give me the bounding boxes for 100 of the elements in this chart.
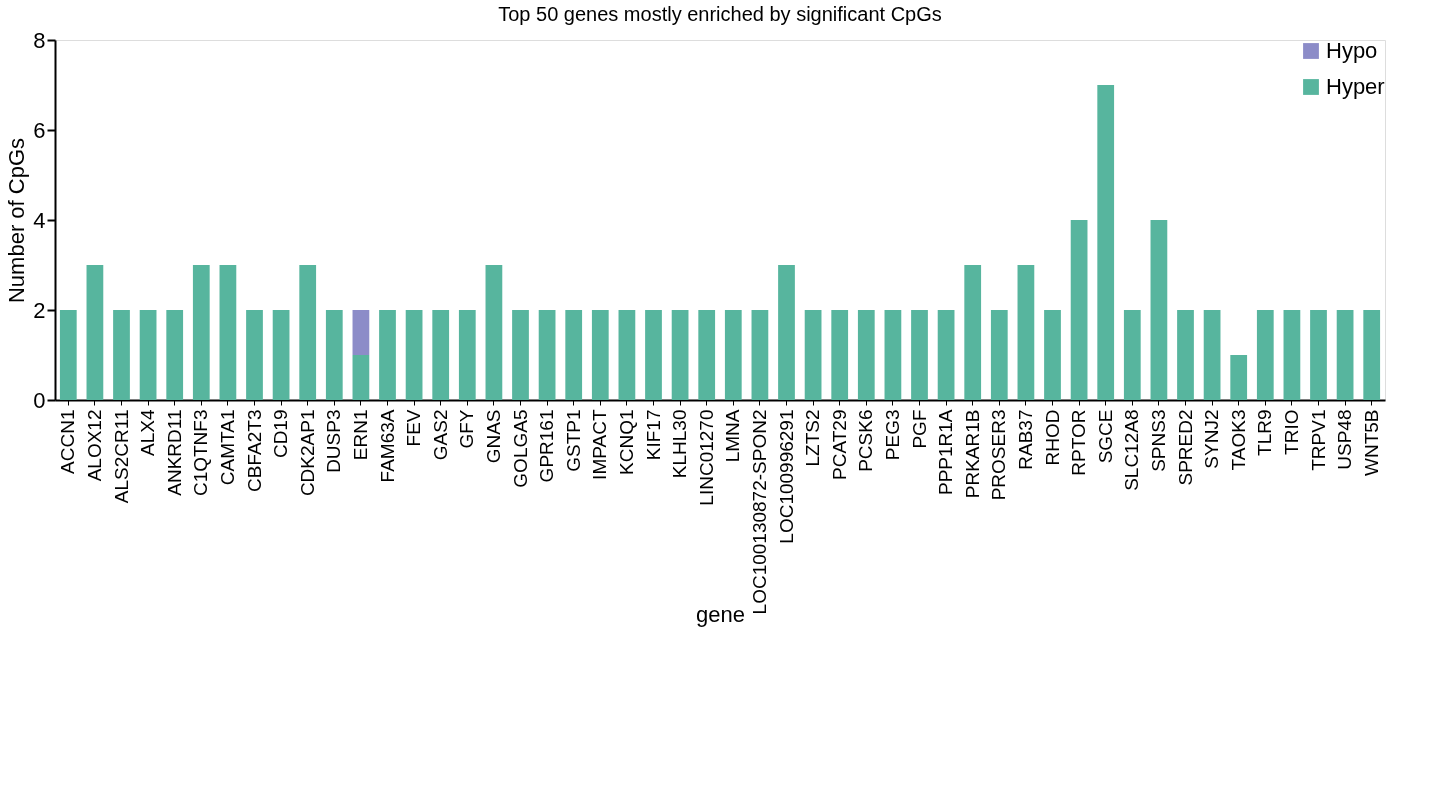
- bar: [432, 310, 450, 400]
- x-tick-label: ALX4: [137, 409, 159, 456]
- x-tick-label: KIF17: [642, 409, 664, 461]
- bar: [485, 265, 503, 400]
- bar: [1310, 310, 1327, 400]
- bar: [1017, 265, 1035, 400]
- x-tick-label: FAM63A: [376, 409, 398, 483]
- x-tick-label: DUSP3: [323, 409, 345, 473]
- bar: [618, 310, 636, 400]
- bar: [937, 310, 955, 400]
- bar: [990, 310, 1008, 400]
- x-tick-label: LMNA: [722, 409, 744, 463]
- x-tick-label: PRKAR1B: [961, 409, 983, 499]
- x-tick-label: CDK2AP1: [296, 409, 318, 497]
- bar: [565, 310, 583, 400]
- bar: [325, 310, 343, 400]
- legend-label: Hypo: [1326, 38, 1378, 63]
- bar: [166, 310, 184, 400]
- x-tick-label: TLR9: [1254, 409, 1276, 456]
- x-tick-label: PCAT29: [828, 409, 850, 480]
- bar: [645, 310, 662, 400]
- x-tick-label: TRIO: [1280, 409, 1302, 455]
- x-tick-label: LOC100996291: [775, 409, 797, 544]
- x-tick-label: GAS2: [429, 409, 451, 461]
- chart-title: Top 50 genes mostly enriched by significant CpGs: [498, 3, 942, 25]
- bar: [59, 310, 77, 400]
- bar: [1230, 355, 1248, 400]
- x-tick-label: SGCE: [1094, 409, 1116, 464]
- x-tick-label: RPTOR: [1068, 409, 1090, 476]
- y-tick-label: 4: [33, 207, 46, 233]
- x-tick-label: PGF: [908, 409, 930, 449]
- bar: [1150, 220, 1168, 400]
- bar: [698, 310, 716, 400]
- x-tick-label: PEG3: [881, 409, 903, 461]
- bar: [379, 310, 396, 400]
- x-tick-label: GSTP1: [562, 409, 584, 472]
- bar: [1203, 310, 1221, 400]
- bar: [299, 265, 317, 400]
- bar: [804, 310, 822, 400]
- x-tick-label: ALOX12: [83, 409, 105, 482]
- x-tick-label: RAB37: [1014, 409, 1036, 470]
- x-tick-label: LZTS2: [802, 409, 824, 467]
- x-tick-label: SLC12A8: [1121, 409, 1143, 491]
- x-tick-label: ALS2CR11: [110, 409, 132, 504]
- bar: [192, 265, 210, 400]
- bar: [671, 310, 689, 400]
- y-tick-label: 0: [33, 387, 46, 413]
- bar: [1363, 310, 1381, 400]
- x-tick-label: FEV: [403, 409, 425, 447]
- x-tick-label: CBFA2T3: [243, 409, 265, 492]
- x-tick-label: USP48: [1334, 409, 1356, 470]
- bar: [219, 265, 237, 400]
- bar: [352, 355, 370, 400]
- x-tick-label: SYNJ2: [1201, 409, 1223, 469]
- x-tick-label: ACCN1: [57, 409, 79, 474]
- x-tick-label: RHOD: [1041, 409, 1063, 466]
- bar: [1256, 310, 1274, 400]
- x-tick-label: LINC01270: [695, 409, 717, 506]
- y-tick-label: 2: [33, 297, 46, 323]
- bar: [113, 310, 130, 400]
- bar: [1177, 310, 1194, 400]
- x-tick-label: TAOK3: [1227, 409, 1249, 471]
- bar: [1070, 220, 1088, 400]
- x-tick-label: IMPACT: [589, 409, 611, 480]
- bar: [751, 310, 769, 400]
- x-tick-label: SPRED2: [1174, 409, 1196, 486]
- bar: [512, 310, 529, 400]
- bar: [724, 310, 742, 400]
- bar: [831, 310, 849, 400]
- x-tick-label: TRPV1: [1307, 409, 1329, 471]
- bar: [778, 265, 795, 400]
- bar: [405, 310, 423, 400]
- bar: [1044, 310, 1061, 400]
- x-tick-label: WNT5B: [1360, 409, 1382, 476]
- x-tick-label: PPP1R1A: [935, 409, 957, 496]
- x-tick-label: GOLGA5: [509, 409, 531, 488]
- bar: [884, 310, 902, 400]
- bar: [1283, 310, 1301, 400]
- x-tick-label: CAMTA1: [216, 409, 238, 486]
- y-tick-label: 8: [33, 27, 46, 53]
- bar: [1336, 310, 1354, 400]
- x-tick-label: GPR161: [536, 409, 558, 483]
- x-tick-label: PCSK6: [855, 409, 877, 472]
- bar: [458, 310, 476, 400]
- bar: [139, 310, 157, 400]
- y-tick-label: 6: [33, 117, 46, 143]
- legend-label: Hyper: [1326, 74, 1385, 99]
- bar: [272, 310, 290, 400]
- bar: [352, 310, 370, 355]
- x-tick-label: LOC100130872-SPON2: [748, 409, 770, 615]
- bar: [86, 265, 104, 400]
- x-tick-label: C1QTNF3: [190, 409, 212, 497]
- x-tick-label: PROSER3: [988, 409, 1010, 501]
- bar: [591, 310, 609, 400]
- bar: [964, 265, 982, 400]
- x-tick-label: GNAS: [482, 409, 504, 464]
- x-tick-label: CD19: [270, 409, 292, 459]
- x-tick-label: ANKRD11: [163, 409, 185, 496]
- x-axis-title: gene: [696, 601, 745, 627]
- bar: [538, 310, 556, 400]
